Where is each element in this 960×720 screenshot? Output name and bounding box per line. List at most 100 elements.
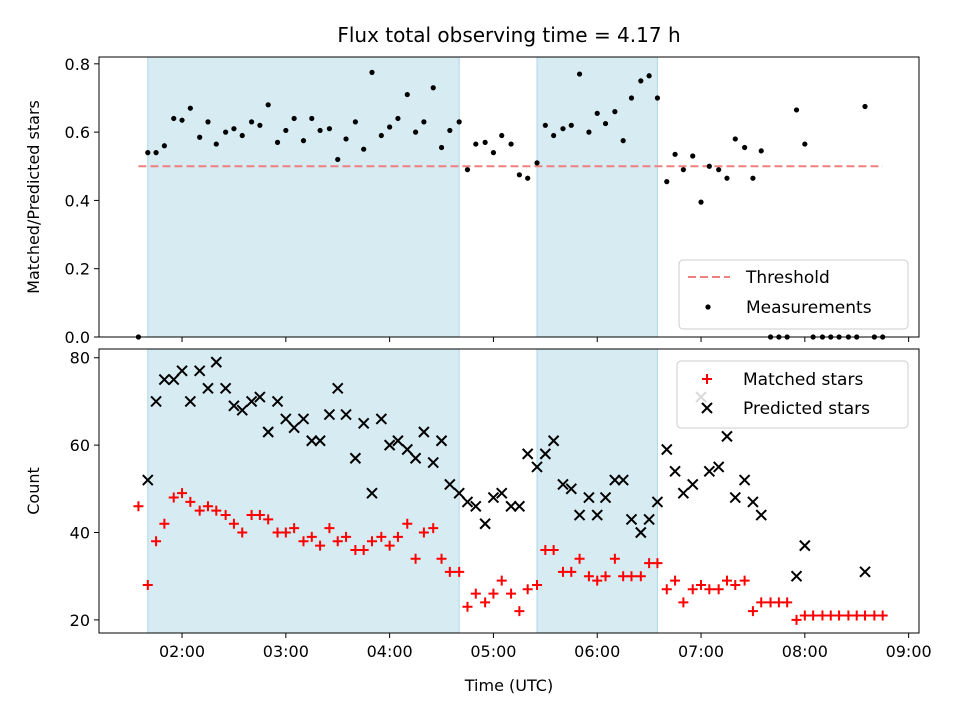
x-tick-label: 09:00: [886, 642, 932, 661]
data-point: [586, 129, 592, 135]
data-point: [690, 153, 696, 159]
legend: Threshold Measurements: [678, 259, 909, 330]
data-point: [453, 487, 465, 499]
data-point: [532, 579, 543, 590]
data-point: [626, 571, 637, 582]
data-point: [576, 71, 583, 77]
data-point: [412, 129, 419, 135]
data-point: [366, 536, 377, 547]
data-point: [168, 373, 180, 386]
data-point: [625, 513, 638, 526]
data-point: [482, 139, 488, 145]
data-point: [369, 69, 375, 75]
x-tick-label: 03:00: [263, 642, 309, 661]
data-point: [219, 382, 232, 395]
data-point: [176, 365, 188, 377]
y-tick-label: 0.4: [65, 191, 90, 210]
data-point: [288, 421, 300, 434]
data-point: [651, 496, 664, 508]
data-point: [306, 531, 317, 542]
data-point: [547, 435, 560, 447]
data-point: [289, 523, 300, 534]
legend-label: Matched stars: [743, 370, 863, 390]
data-point: [747, 496, 759, 508]
data-point: [352, 119, 358, 125]
data-point: [565, 483, 577, 495]
shaded-interval: [147, 56, 460, 338]
data-point: [435, 435, 448, 447]
y-tick-label: 0.8: [65, 55, 90, 74]
data-point: [315, 540, 326, 551]
data-point: [862, 103, 868, 110]
data-point: [721, 575, 732, 586]
data-point: [712, 461, 725, 473]
data-point: [539, 448, 552, 460]
data-point: [324, 523, 335, 534]
series-1: [142, 356, 871, 582]
data-point: [755, 509, 767, 521]
data-point: [652, 558, 663, 569]
data-point: [687, 584, 698, 595]
data-point: [194, 505, 205, 516]
data-point: [704, 584, 715, 595]
data-point: [392, 435, 404, 447]
data-point: [306, 435, 318, 447]
data-point: [254, 391, 266, 403]
data-point: [375, 413, 388, 425]
data-point: [729, 491, 741, 504]
data-point: [197, 134, 203, 140]
data-point: [724, 175, 730, 181]
data-point: [220, 510, 231, 521]
data-point: [739, 575, 750, 586]
data-point: [421, 119, 427, 125]
data-point: [187, 105, 193, 111]
legend-box: [676, 360, 909, 429]
data-point: [592, 575, 603, 586]
data-point: [698, 199, 704, 205]
data-point: [223, 129, 229, 135]
data-point: [669, 465, 681, 478]
x-tick-label: 07:00: [678, 642, 724, 661]
data-point: [340, 408, 352, 421]
x-tick-label: 05:00: [470, 642, 516, 661]
legend-swatch: [702, 374, 712, 384]
data-point: [617, 474, 629, 486]
data-point: [487, 491, 500, 504]
data-point: [438, 144, 445, 151]
data-point: [211, 505, 222, 516]
data-point: [418, 426, 430, 438]
data-point: [713, 584, 724, 595]
data-point: [177, 488, 188, 499]
data-point: [280, 413, 292, 425]
data-point: [488, 588, 499, 599]
data-point: [378, 132, 384, 139]
data-point: [609, 553, 620, 564]
data-point: [808, 610, 819, 621]
data-point: [444, 566, 455, 577]
legend: Matched stars Predicted stars: [676, 360, 909, 429]
data-point: [496, 487, 508, 499]
data-point: [505, 500, 517, 512]
data-point: [185, 496, 196, 507]
data-point: [756, 597, 767, 608]
data-point: [496, 575, 507, 586]
y-tick-label: 40: [70, 524, 90, 543]
data-point: [573, 509, 586, 521]
data-point: [228, 400, 240, 412]
data-point: [464, 167, 471, 173]
data-point: [361, 146, 367, 152]
y-tick-label: 60: [70, 436, 90, 455]
data-point: [456, 119, 462, 125]
data-point: [638, 78, 644, 84]
data-point: [738, 474, 751, 486]
data-point: [392, 531, 403, 542]
shaded-interval: [536, 348, 658, 634]
data-point: [237, 527, 248, 538]
data-point: [245, 395, 258, 408]
data-point: [430, 85, 436, 91]
data-point: [513, 500, 526, 512]
data-point: [210, 356, 222, 368]
data-point: [583, 491, 595, 504]
